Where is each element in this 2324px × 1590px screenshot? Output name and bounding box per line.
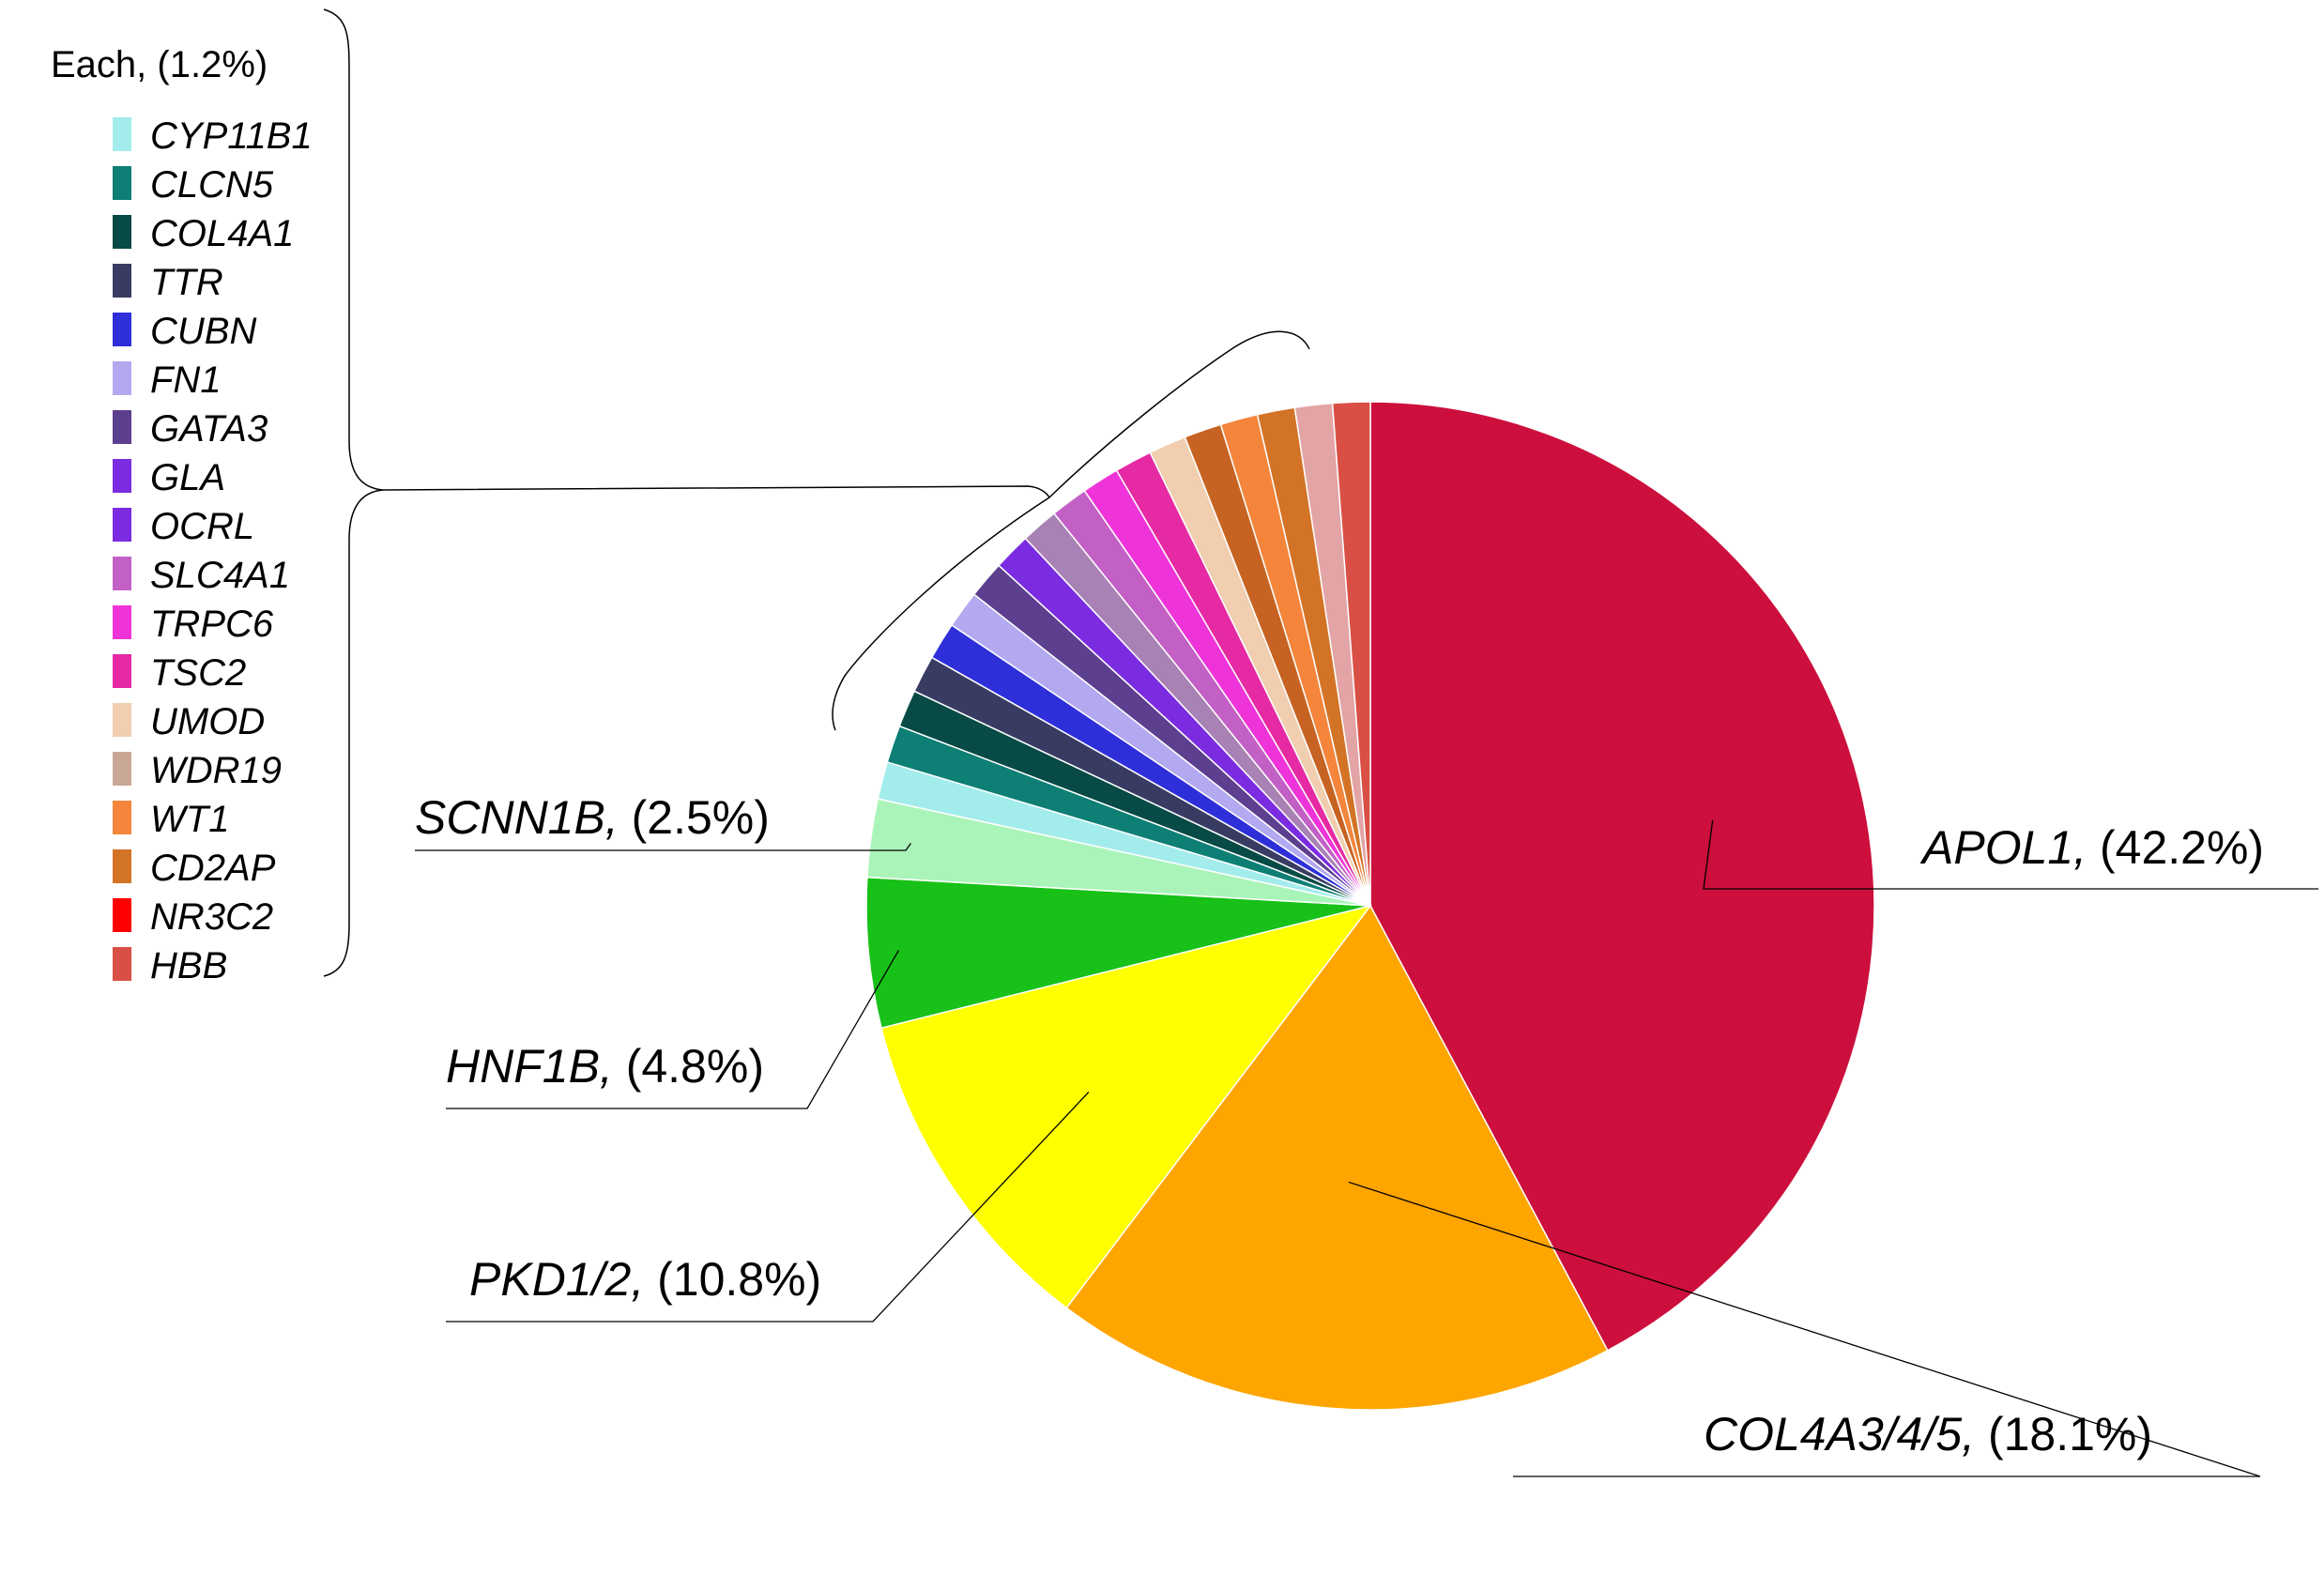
legend-items: CYP11B1 CLCN5 COL4A1 TTR CUBN FN1 GATA3 GLA OCRL… [113, 115, 313, 986]
legend-label-gla: GLA [150, 457, 225, 498]
legend-header: Each, (1.2%) [51, 44, 268, 85]
legend-swatch-umod [113, 703, 131, 737]
callout-labels: APOL1, (42.2%) COL4A3/4/5, (18.1%) PKD1/2,… [415, 791, 2264, 1460]
leader-pkd1-2 [446, 1092, 1090, 1322]
legend-swatch-gata3 [113, 410, 131, 444]
legend-label-wdr19: WDR19 [150, 750, 282, 791]
callout-hnf1b: HNF1B, (4.8%) [446, 1040, 764, 1093]
legend: Each, (1.2%) CYP11B1 CLCN5 COL4A1 TTR CUBN FN… [51, 8, 1310, 986]
legend-item-trpc6: TRPC6 [113, 604, 274, 645]
legend-item-wt1: WT1 [113, 799, 229, 840]
slice-hbb [1331, 401, 1371, 907]
legend-item-hbb: HBB [113, 945, 227, 986]
legend-swatch-cd2ap [113, 849, 131, 883]
legend-swatch-trpc6 [113, 605, 131, 639]
legend-swatch-wt1 [113, 801, 131, 834]
legend-label-gata3: GATA3 [150, 408, 268, 450]
legend-swatch-hbb [113, 947, 131, 981]
legend-swatch-clcn5 [113, 166, 131, 200]
legend-label-nr3c2: NR3C2 [150, 896, 273, 938]
leader-hnf1b [446, 950, 900, 1109]
legend-item-cd2ap: CD2AP [113, 848, 276, 889]
leader-col4a3-4-5 [1348, 1181, 2261, 1477]
callout-col4a3-4-5: COL4A3/4/5, (18.1%) [1704, 1408, 2152, 1460]
legend-label-col4a1: COL4A1 [150, 213, 294, 254]
legend-label-umod: UMOD [150, 701, 265, 742]
legend-swatch-tsc2 [113, 654, 131, 688]
leader-apol1 [1703, 819, 2318, 890]
legend-item-ocrl: OCRL [113, 506, 254, 547]
slice-hnf1b [865, 876, 1371, 1030]
small-slices-bracket [382, 330, 1310, 731]
legend-item-cubn: CUBN [113, 311, 256, 352]
legend-label-tsc2: TSC2 [150, 652, 246, 694]
legend-swatch-wdr19 [113, 752, 131, 786]
callout-pkd1-2: PKD1/2, (10.8%) [469, 1253, 821, 1306]
legend-label-clcn5: CLCN5 [150, 164, 274, 206]
callout-scnn1b: SCNN1B, (2.5%) [415, 791, 770, 844]
legend-item-nr3c2: NR3C2 [113, 896, 273, 938]
pie-slices [865, 401, 1875, 1411]
callout-apol1: APOL1, (42.2%) [1919, 821, 2264, 874]
slice-apol1 [1369, 401, 1875, 1352]
legend-swatch-ttr [113, 264, 131, 298]
legend-label-cyp11b1: CYP11B1 [150, 115, 313, 157]
legend-label-ocrl: OCRL [150, 506, 254, 547]
legend-swatch-ocrl [113, 508, 131, 542]
legend-swatch-slc4a1 [113, 557, 131, 590]
legend-label-trpc6: TRPC6 [150, 604, 274, 645]
legend-item-fn1: FN1 [113, 359, 222, 401]
legend-label-cubn: CUBN [150, 311, 256, 352]
legend-item-gla: GLA [113, 457, 225, 498]
legend-swatch-cyp11b1 [113, 117, 131, 151]
legend-swatch-fn1 [113, 361, 131, 395]
legend-swatch-cubn [113, 313, 131, 346]
legend-swatch-gla [113, 459, 131, 493]
legend-item-ttr: TTR [113, 262, 223, 303]
legend-item-umod: UMOD [113, 701, 265, 742]
legend-label-ttr: TTR [150, 262, 223, 303]
legend-label-hbb: HBB [150, 945, 227, 986]
legend-label-slc4a1: SLC4A1 [150, 555, 290, 596]
legend-item-gata3: GATA3 [113, 408, 268, 450]
legend-item-tsc2: TSC2 [113, 652, 246, 694]
legend-brace [323, 8, 384, 977]
slice-col4a3-4-5 [1065, 904, 1609, 1411]
leader-lines [415, 819, 2318, 1477]
legend-item-wdr19: WDR19 [113, 750, 282, 791]
slice-pkd1-2 [880, 904, 1372, 1309]
legend-item-col4a1: COL4A1 [113, 213, 294, 254]
legend-swatch-nr3c2 [113, 898, 131, 932]
legend-label-cd2ap: CD2AP [150, 848, 276, 889]
leader-scnn1b [415, 843, 911, 851]
legend-swatch-col4a1 [113, 215, 131, 249]
legend-label-wt1: WT1 [150, 799, 229, 840]
legend-item-cyp11b1: CYP11B1 [113, 115, 313, 157]
legend-label-fn1: FN1 [150, 359, 222, 401]
legend-item-slc4a1: SLC4A1 [113, 555, 290, 596]
legend-item-clcn5: CLCN5 [113, 164, 274, 206]
